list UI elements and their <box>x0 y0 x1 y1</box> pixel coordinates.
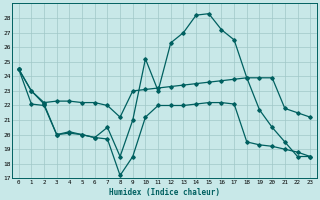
X-axis label: Humidex (Indice chaleur): Humidex (Indice chaleur) <box>109 188 220 197</box>
